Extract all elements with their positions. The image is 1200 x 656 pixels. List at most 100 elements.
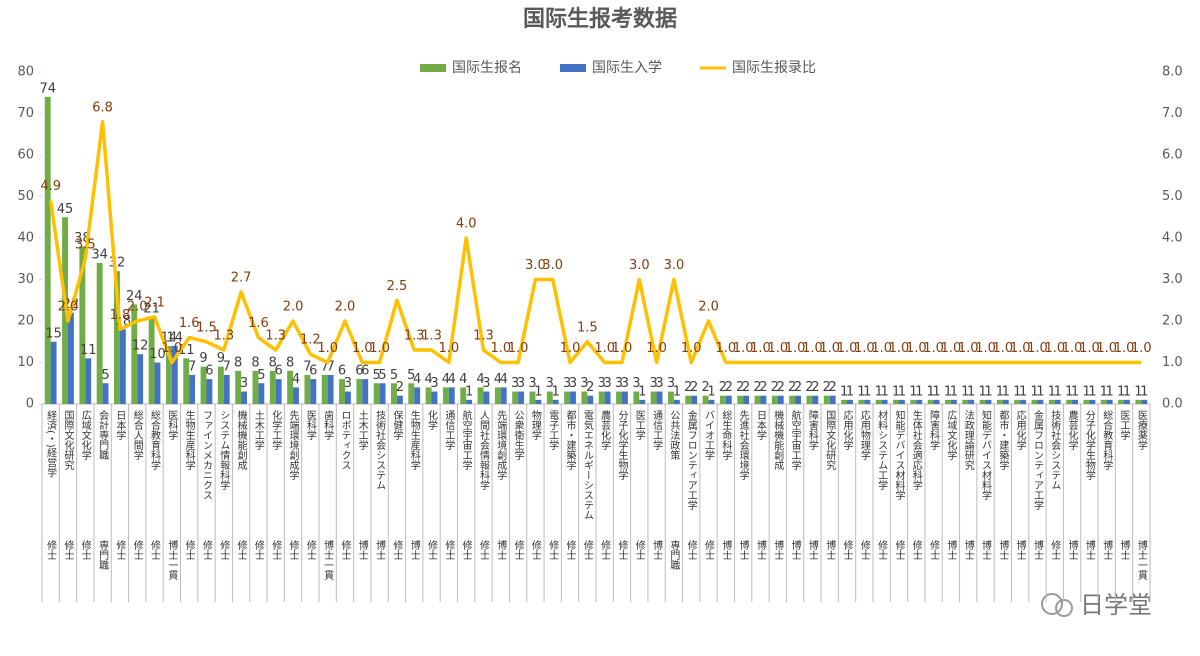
bar-label: 1 — [552, 384, 560, 399]
bar-label: 1 — [996, 384, 1004, 399]
x-tick-label: 土木工学 — [356, 409, 368, 450]
bar-label: 2 — [771, 380, 779, 395]
bar — [570, 391, 576, 404]
bar-label: 3 — [621, 376, 629, 391]
bar — [691, 395, 698, 404]
bar-label: 8 — [251, 355, 259, 370]
ratio-label: 1.8 — [110, 308, 131, 323]
level-label: 博士 — [962, 539, 974, 560]
x-tick-label: 国際文化研究 — [62, 410, 74, 470]
bar-label: 1 — [638, 384, 646, 399]
bar-label: 2 — [684, 380, 692, 395]
level-label: 博士 — [806, 539, 818, 560]
level-label: 博士 — [772, 539, 784, 560]
x-tick-label: 先進社会環境学 — [737, 410, 749, 480]
ratio-label: 1.0 — [317, 341, 338, 356]
x-tick-label: 医科学 — [166, 410, 178, 440]
ratio-label: 1.0 — [1096, 341, 1117, 356]
bar-label: 1 — [1140, 384, 1148, 399]
bar-label: 6 — [309, 364, 317, 379]
level-label: 博士 — [1014, 539, 1026, 560]
level-label: 修士 — [270, 539, 282, 560]
ratio-label: 1.0 — [733, 341, 754, 356]
x-tick-label: 知能デバイス材料学 — [980, 409, 992, 500]
level-label: 修士 — [304, 539, 316, 560]
level-label: 博士 — [356, 539, 368, 560]
bar-label: 2 — [586, 380, 594, 395]
bar — [275, 379, 282, 404]
level-label: 修士 — [391, 539, 403, 560]
bar — [310, 379, 317, 404]
ratio-label: 1.3 — [404, 329, 425, 344]
bar-label: 1 — [1013, 384, 1021, 399]
y-tick-label: 40 — [17, 231, 34, 246]
bar — [460, 387, 467, 404]
bar-label: 5 — [378, 368, 386, 383]
bar-label: 6 — [275, 364, 283, 379]
bar-label: 7 — [303, 359, 311, 374]
bar — [466, 399, 473, 404]
bar-label: 1 — [465, 384, 473, 399]
bar-label: 3 — [430, 376, 438, 391]
bar-label: 2 — [742, 380, 750, 395]
bar — [85, 358, 92, 404]
bar-label: 7 — [223, 359, 231, 374]
level-label: 博士一貫 — [322, 539, 334, 581]
bar — [806, 395, 813, 404]
x-tick-label: 国際文化研究 — [824, 410, 836, 470]
bar — [1118, 399, 1125, 404]
x-tick-label: 障害科学 — [928, 409, 940, 450]
ratio-label: 1.0 — [1010, 341, 1031, 356]
level-label: 修士 — [460, 539, 472, 560]
bar — [252, 370, 259, 404]
bar-label: 1 — [1088, 384, 1096, 399]
level-label: 修士 — [339, 539, 351, 560]
bar-label: 1 — [1054, 384, 1062, 399]
x-tick-label: 農芸化学 — [599, 409, 611, 450]
bar — [581, 391, 588, 404]
bar — [650, 391, 657, 404]
x-tick-label: 生体社会適応科学 — [910, 409, 922, 490]
bar — [604, 391, 611, 404]
bar — [379, 383, 386, 404]
ratio-label: 1.0 — [819, 341, 840, 356]
ratio-label: 1.0 — [352, 341, 373, 356]
x-tick-label: 障害科学 — [806, 409, 818, 450]
ratio-label: 1.0 — [958, 341, 979, 356]
x-tick-label: 広域文化学 — [945, 409, 957, 460]
bar-label: 3 — [563, 376, 571, 391]
bar — [200, 366, 207, 404]
bar-label: 4 — [292, 372, 300, 387]
bar-label: 34 — [91, 247, 108, 262]
bar — [968, 399, 975, 404]
level-label: 博士 — [980, 539, 992, 560]
ratio-label: 6.8 — [92, 100, 113, 115]
ratio-label: 1.2 — [300, 333, 321, 348]
ratio-label: 1.0 — [871, 341, 892, 356]
bar — [50, 341, 57, 404]
bar-label: 1 — [915, 384, 923, 399]
ratio-label: 1.3 — [265, 329, 286, 344]
bar-label: 1 — [984, 384, 992, 399]
bar — [1031, 399, 1038, 404]
bar — [304, 374, 311, 404]
bar — [235, 370, 242, 404]
level-label: 修士 — [443, 539, 455, 560]
bar — [633, 391, 640, 404]
bar-label: 1 — [927, 384, 935, 399]
bar — [321, 374, 328, 404]
bar-label: 2 — [829, 380, 837, 395]
y2-tick-label: 3.0 — [1162, 272, 1183, 287]
bar-label: 8 — [234, 355, 242, 370]
bar-label: 1 — [932, 384, 940, 399]
x-tick-label: 会計専門職 — [97, 409, 109, 461]
y2-tick-label: 7.0 — [1162, 106, 1183, 121]
bar — [719, 395, 726, 404]
level-label: 博士 — [1066, 539, 1078, 560]
bar-label: 3 — [482, 376, 490, 391]
level-label: 博士 — [737, 539, 749, 560]
bar — [448, 387, 455, 404]
bar — [898, 399, 905, 404]
bar-label: 7 — [321, 359, 329, 374]
ratio-label: 1.6 — [248, 316, 269, 331]
